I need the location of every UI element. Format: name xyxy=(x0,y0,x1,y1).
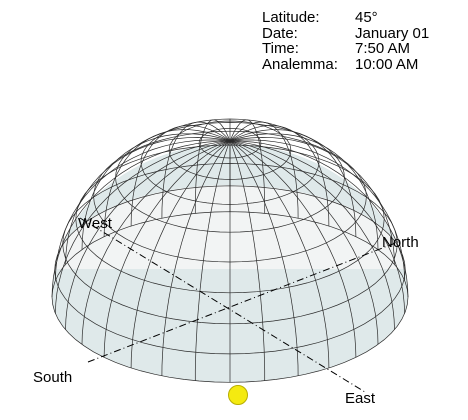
meridian-line xyxy=(130,140,231,369)
meridian-line xyxy=(229,133,379,250)
analemma-row: Analemma: 10:00 AM xyxy=(262,55,429,73)
meridian-line xyxy=(229,140,405,314)
date-value: January 01 xyxy=(355,24,430,42)
latitude-row: Latitude: 45° xyxy=(262,10,429,26)
east-label: East xyxy=(345,390,376,407)
meridian-line xyxy=(229,125,330,227)
meridian-line xyxy=(51,140,231,298)
meridian-line xyxy=(229,119,266,214)
meridian-line xyxy=(161,140,231,376)
dome-grid xyxy=(51,118,409,383)
meridian-line xyxy=(229,129,357,237)
meridian-line xyxy=(194,140,231,381)
meridian-line xyxy=(161,121,231,219)
date-row: Date: January 01 xyxy=(262,24,430,42)
meridian-line xyxy=(194,119,231,214)
analemma-value: 10:00 AM xyxy=(355,55,419,73)
latitude-value: 45° xyxy=(355,9,378,26)
latitude-label: Latitude: xyxy=(262,9,320,26)
time-value: 7:50 AM xyxy=(355,40,411,57)
meridian-line xyxy=(65,140,231,330)
sun-marker xyxy=(228,385,248,405)
meridian-line xyxy=(229,121,299,219)
meridian-line xyxy=(229,139,405,281)
time-label: Time: xyxy=(262,40,299,57)
meridian-line xyxy=(81,140,231,345)
north-label: North xyxy=(382,234,419,251)
meridian-line xyxy=(103,140,231,358)
meridian-line xyxy=(130,125,231,227)
info-panel: Latitude: 45° Date: January 01 Time: 7:5… xyxy=(262,10,429,72)
meridian-line xyxy=(229,140,379,345)
meridian-line xyxy=(229,140,330,369)
west-label: West xyxy=(78,215,112,232)
date-label: Date: xyxy=(262,24,298,42)
south-label: South xyxy=(33,369,73,386)
meridian-line xyxy=(229,140,266,381)
meridian-line xyxy=(229,140,299,376)
meridian-line xyxy=(55,139,231,281)
meridian-line xyxy=(229,140,409,298)
time-row: Time: 7:50 AM xyxy=(262,41,429,57)
meridian-line xyxy=(55,140,231,314)
meridian-line xyxy=(229,140,395,330)
analemma-label: Analemma: xyxy=(262,55,338,73)
meridian-line xyxy=(65,137,231,265)
meridian-line xyxy=(81,133,231,250)
